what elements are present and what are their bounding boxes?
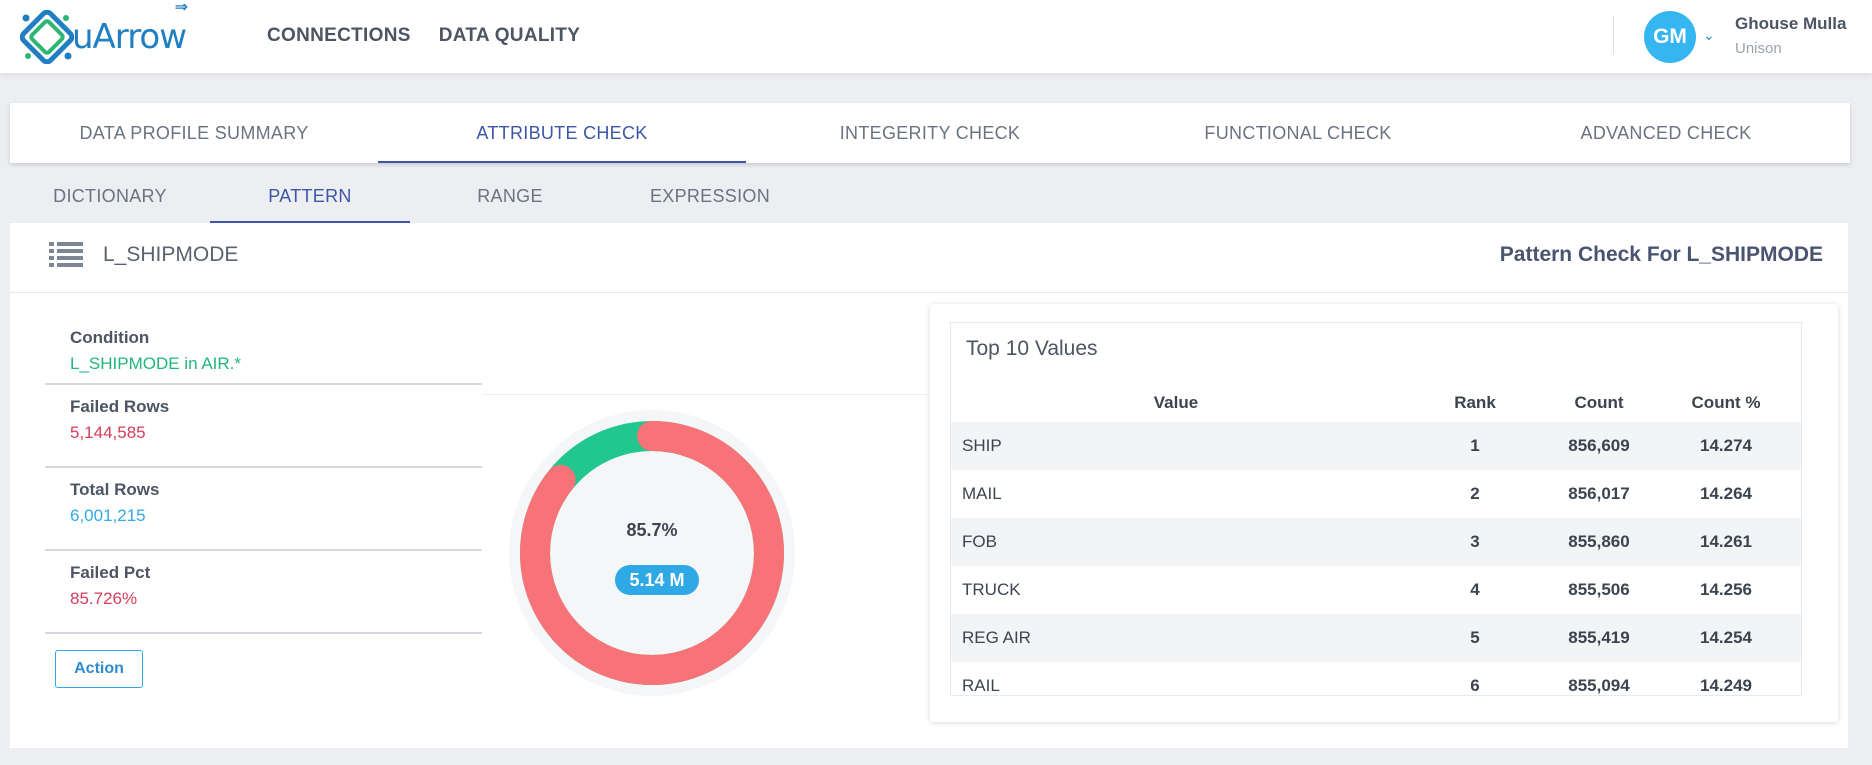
avatar[interactable]: GM <box>1644 11 1696 63</box>
table-row: FOB 3 855,860 14.261 <box>951 518 1801 566</box>
cell-count-pct: 14.261 <box>1649 518 1801 566</box>
cell-value: REG AIR <box>951 614 1401 662</box>
cell-count-pct: 14.274 <box>1649 422 1801 470</box>
cell-count: 855,506 <box>1568 580 1630 599</box>
col-count[interactable]: Count <box>1574 392 1624 412</box>
cell-value: RAIL <box>962 676 1000 695</box>
app-logo[interactable]: uArrow ⇒ <box>20 0 190 64</box>
donut-percent-label: 85.7% <box>626 520 678 540</box>
top-values-table: Value Rank Count Count % SHIP 1 856,609 … <box>951 383 1801 695</box>
total-rows-value: 6,001,215 <box>70 506 146 525</box>
top-values-panel: Top 10 Values Value Rank Count Count % S… <box>930 304 1838 722</box>
condition-value: L_SHIPMODE in AIR.* <box>70 354 242 373</box>
stat-label: Total Rows <box>70 480 160 499</box>
pattern-card: L_SHIPMODE Pattern Check For L_SHIPMODE … <box>10 223 1848 748</box>
failed-rows-donut-chart <box>509 410 795 696</box>
stat-label: Failed Rows <box>70 397 170 416</box>
table-header-row: Value Rank Count Count % <box>951 383 1801 422</box>
cell-count: 856,609 <box>1549 422 1649 470</box>
col-value[interactable]: Value <box>1153 392 1199 412</box>
stat-failed-rows: Failed Rows 5,144,585 <box>45 385 482 468</box>
col-count-pct[interactable]: Count % <box>1691 392 1761 412</box>
col-rank[interactable]: Rank <box>1454 392 1496 412</box>
cell-rank: 1 <box>1401 422 1549 470</box>
tab-functional-check[interactable]: FUNCTIONAL CHECK <box>1204 122 1392 143</box>
stat-condition: Condition L_SHIPMODE in AIR.* <box>45 318 482 385</box>
tab-data-profile-summary[interactable]: DATA PROFILE SUMMARY <box>79 122 309 143</box>
logo-arrow-icon: ⇒ <box>174 0 188 16</box>
user-name: Ghouse Mulla <box>1735 14 1847 33</box>
cell-rank: 3 <box>1401 518 1549 566</box>
header-divider <box>1613 16 1614 54</box>
failed-count-badge: 5.14 M <box>615 565 699 595</box>
sub-tabs: DICTIONARY PATTERN RANGE EXPRESSION <box>10 170 810 223</box>
stat-label: Failed Pct <box>70 563 151 582</box>
table-row: REG AIR 5 855,419 14.254 <box>951 614 1801 662</box>
cell-value: FOB <box>951 518 1401 566</box>
table-row: TRUCK 4 855,506 14.256 <box>951 566 1801 614</box>
subtab-dictionary[interactable]: DICTIONARY <box>53 186 167 206</box>
cell-rank: 5 <box>1401 614 1549 662</box>
stats-list: Condition L_SHIPMODE in AIR.* Failed Row… <box>45 318 482 634</box>
card-header: L_SHIPMODE Pattern Check For L_SHIPMODE <box>10 223 1848 293</box>
cell-rank: 4 <box>1470 580 1480 599</box>
subtab-range[interactable]: RANGE <box>477 186 543 206</box>
cell-value: SHIP <box>951 422 1401 470</box>
stat-failed-pct: Failed Pct 85.726% <box>45 551 482 634</box>
chevron-down-icon[interactable]: ⌄ <box>1703 27 1715 43</box>
top-bar: uArrow ⇒ CONNECTIONS DATA QUALITY GM ⌄ G… <box>0 0 1872 73</box>
table-row: SHIP 1 856,609 14.274 <box>951 422 1801 470</box>
cell-value: TRUCK <box>962 580 1021 599</box>
cell-count: 855,860 <box>1549 518 1649 566</box>
failed-pct-value: 85.726% <box>70 589 138 608</box>
nav-data-quality[interactable]: DATA QUALITY <box>438 25 581 46</box>
failed-rows-value: 5,144,585 <box>70 423 146 442</box>
cell-count-pct: 14.249 <box>1700 676 1752 695</box>
stat-total-rows: Total Rows 6,001,215 <box>45 468 482 551</box>
divider <box>482 394 928 395</box>
pattern-check-title: Pattern Check For L_SHIPMODE <box>1499 243 1823 266</box>
donut-hole <box>551 452 753 654</box>
cell-rank: 2 <box>1470 484 1480 503</box>
subtab-expression[interactable]: EXPRESSION <box>649 186 771 206</box>
cell-count-pct: 14.264 <box>1700 484 1752 503</box>
stat-label: Condition <box>70 328 150 347</box>
cell-rank: 6 <box>1470 676 1480 695</box>
main-nav: CONNECTIONS DATA QUALITY <box>267 25 580 47</box>
cell-count: 855,094 <box>1568 676 1630 695</box>
donut-fail-segment <box>520 421 784 685</box>
action-button[interactable]: Action <box>55 650 143 688</box>
main-tabs: DATA PROFILE SUMMARY ATTRIBUTE CHECK INT… <box>10 103 1850 163</box>
tab-attribute-check[interactable]: ATTRIBUTE CHECK <box>378 103 746 163</box>
subtab-pattern[interactable]: PATTERN <box>210 170 410 223</box>
user-org: Unison <box>1735 40 1782 57</box>
field-title: L_SHIPMODE <box>103 243 239 266</box>
logo-text: uArrow <box>72 17 187 57</box>
cell-count-pct: 14.254 <box>1649 614 1801 662</box>
tab-advanced-check[interactable]: ADVANCED CHECK <box>1580 122 1752 143</box>
cell-count: 856,017 <box>1568 484 1630 503</box>
table-row: MAIL 2 856,017 14.264 <box>951 470 1801 518</box>
list-icon[interactable] <box>49 240 83 270</box>
cell-value: MAIL <box>962 484 1002 503</box>
cell-count: 855,419 <box>1549 614 1649 662</box>
top-values-title: Top 10 Values <box>966 337 1098 360</box>
tab-integerity-check[interactable]: INTEGERITY CHECK <box>839 122 1021 143</box>
cell-count-pct: 14.256 <box>1700 580 1752 599</box>
top-values-box[interactable]: Top 10 Values Value Rank Count Count % S… <box>950 322 1802 696</box>
table-row: RAIL 6 855,094 14.249 <box>951 662 1801 695</box>
nav-connections[interactable]: CONNECTIONS <box>267 25 411 46</box>
logo-mark-icon <box>20 10 74 64</box>
